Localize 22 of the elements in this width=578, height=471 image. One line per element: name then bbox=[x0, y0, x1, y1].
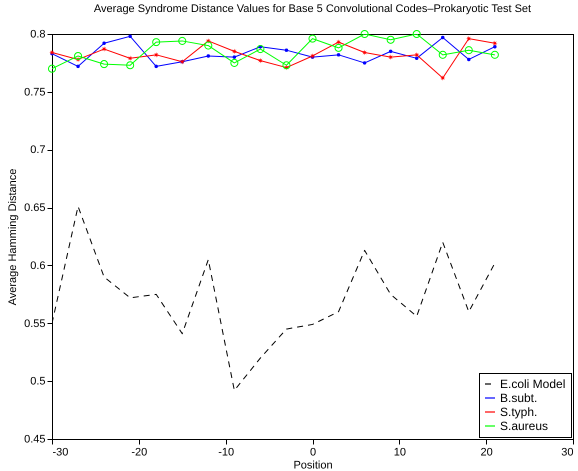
legend-label: B.subt. bbox=[500, 391, 538, 405]
y-tick-label: 0.7 bbox=[30, 144, 46, 156]
legend-label: S.typh. bbox=[500, 405, 538, 419]
y-tick-label: 0.6 bbox=[30, 260, 46, 272]
x-tick-label: 10 bbox=[394, 446, 406, 458]
y-tick-label: 0.75 bbox=[24, 86, 46, 98]
legend-label: S.aureus bbox=[500, 419, 548, 433]
x-tick-label: -20 bbox=[131, 446, 148, 458]
y-tick-label: 0.65 bbox=[24, 202, 46, 214]
x-axis-title: Position bbox=[293, 460, 333, 471]
y-tick-label: 0.55 bbox=[24, 318, 46, 330]
x-tick-label: -30 bbox=[52, 446, 68, 458]
x-tick-label: 30 bbox=[561, 446, 574, 458]
y-tick-label: 0.8 bbox=[30, 28, 46, 40]
legend-label: E.coli Model bbox=[500, 377, 566, 391]
x-tick-label: 0 bbox=[310, 446, 316, 458]
y-tick-label: 0.45 bbox=[24, 434, 46, 446]
y-axis-title: Average Hamming Distance bbox=[7, 168, 20, 306]
chart-title: Average Syndrome Distance Values for Base 5 Convolutional Codes–Prokaryotic Test Set bbox=[94, 3, 532, 15]
x-tick-label: 20 bbox=[480, 446, 493, 458]
x-tick-label: -10 bbox=[218, 446, 234, 458]
y-tick-label: 0.5 bbox=[30, 376, 46, 388]
